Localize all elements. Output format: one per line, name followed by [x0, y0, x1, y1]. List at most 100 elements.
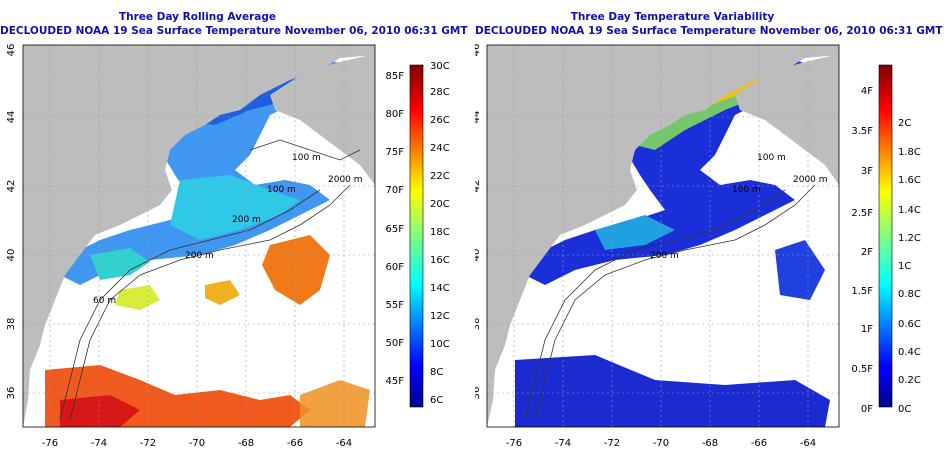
- sst-patch-south-hot: [60, 395, 140, 427]
- isobath-100m: [59, 189, 321, 421]
- isobath-200m: [534, 184, 816, 421]
- colorbar-c-label: 14C: [430, 283, 450, 294]
- colorbar-c-label: 0.6C: [898, 319, 921, 330]
- isobath-label: 2000 m: [328, 175, 363, 185]
- isobath-label: 100 m: [732, 185, 761, 195]
- y-tick: 46: [475, 44, 482, 57]
- isobath-label: 100 m: [292, 153, 321, 163]
- isobath-label: 100 m: [757, 153, 786, 163]
- y-tick: 46: [6, 44, 17, 57]
- map-subtitle: DECLOUDED NOAA 19 Sea Surface Temperatur…: [475, 25, 943, 37]
- sst-patch-mab: [90, 248, 150, 280]
- isobath-label: 100 m: [267, 185, 296, 195]
- map-frame: [22, 44, 376, 428]
- y-tick: 40: [475, 249, 482, 262]
- land-nova-scotia: [735, 55, 839, 185]
- colorbar-f-label: 1F: [861, 324, 873, 335]
- sst-patch-warm-eddy: [262, 235, 330, 305]
- colorbar-f-label: 0F: [861, 404, 873, 415]
- x-tick: -74: [555, 438, 571, 449]
- sst-variability-panel: Three Day Temperature Variability DECLOU…: [475, 0, 950, 475]
- colorbar-c-label: 1.6C: [898, 175, 921, 186]
- map-title: Three Day Temperature Variability: [570, 11, 775, 23]
- colorbar-f-label: 3F: [861, 166, 873, 177]
- land-mass: [23, 45, 375, 427]
- x-tick: -64: [336, 438, 352, 449]
- colorbar-c-label: 1.8C: [898, 147, 921, 158]
- colorbar-c-label: 30C: [430, 61, 450, 72]
- y-tick: 42: [475, 180, 482, 193]
- x-tick: -66: [287, 438, 303, 449]
- variability-patch-south: [515, 355, 830, 427]
- colorbar-c-label: 24C: [430, 143, 450, 154]
- isobath-label: 2000 m: [793, 175, 828, 185]
- colorbar-c-label: 0.2C: [898, 375, 921, 386]
- sst-variability-map: 100 m 2000 m 100 m 200 m -76 -74 -72 -70…: [475, 44, 921, 449]
- sst-patch-orange: [205, 280, 240, 305]
- colorbar-f-label: 75F: [386, 147, 405, 158]
- colorbar-c-label: 6C: [430, 395, 443, 406]
- isobath-gulf: [249, 139, 361, 161]
- colorbar-c-label: 0.4C: [898, 347, 921, 358]
- x-tick: -68: [238, 438, 254, 449]
- colorbar-c-label: 8C: [430, 367, 443, 378]
- x-tick: -72: [140, 438, 156, 449]
- land-mass: [487, 45, 839, 427]
- y-tick: 38: [475, 318, 482, 331]
- colorbar-c-label: 1.2C: [898, 233, 921, 244]
- x-tick: -70: [653, 438, 669, 449]
- colorbar-f-label: 2.5F: [851, 208, 873, 219]
- colorbar-f-label: 2F: [861, 247, 873, 258]
- isobath-label: 200 m: [650, 251, 679, 261]
- colorbar-c-label: 2C: [898, 118, 911, 129]
- colorbar-c-label: 0C: [898, 404, 911, 415]
- colorbar-f-label: 65F: [386, 224, 405, 235]
- x-tick: -76: [42, 438, 58, 449]
- isobath-label: 200 m: [232, 215, 261, 225]
- x-tick: -66: [751, 438, 767, 449]
- x-tick: -74: [91, 438, 107, 449]
- variability-patch-mid: [595, 215, 675, 250]
- map-title: Three Day Rolling Average: [118, 11, 277, 23]
- colorbar-c-label: 16C: [430, 255, 450, 266]
- y-tick: 36: [6, 387, 17, 400]
- sst-patch-south-east: [300, 380, 370, 427]
- colorbar-f-label: 50F: [386, 338, 405, 349]
- colorbar-f-label: 1.5F: [851, 286, 873, 297]
- colorbar-c-label: 12C: [430, 311, 450, 322]
- colorbar-c-label: 26C: [430, 115, 450, 126]
- y-tick: 44: [475, 111, 482, 124]
- colorbar-f-label: 60F: [386, 262, 405, 273]
- colorbar-f-label: 4F: [861, 86, 873, 97]
- colorbar-c-label: 0.8C: [898, 289, 921, 300]
- colorbar-c-label: 20C: [430, 199, 450, 210]
- land-nova-scotia: [270, 55, 375, 185]
- colorbar-f-label: 3.5F: [851, 126, 873, 137]
- x-tick: -64: [800, 438, 816, 449]
- isobath-200m: [69, 184, 351, 421]
- x-tick: -70: [189, 438, 205, 449]
- map-subtitle: DECLOUDED NOAA 19 Sea Surface Temperatur…: [0, 25, 468, 37]
- variability-patch-shelf: [525, 60, 810, 285]
- sst-patch-shelf: [60, 60, 345, 285]
- y-tick: 36: [475, 387, 482, 400]
- colorbar-c-label: 22C: [430, 171, 450, 182]
- colorbar-c-label: 10C: [430, 339, 450, 350]
- sst-patch-georges: [170, 175, 300, 240]
- colorbar-f-label: 55F: [386, 300, 405, 311]
- colorbar-c-label: 1C: [898, 261, 911, 272]
- y-tick: 40: [6, 249, 17, 262]
- colorbar-f-label: 80F: [386, 109, 405, 120]
- colorbar-f-label: 70F: [386, 185, 405, 196]
- colorbar-c-label: 1.4C: [898, 205, 921, 216]
- colorbar: [409, 64, 424, 408]
- sst-average-map: 100 m 2000 m 100 m 200 m 60 m 200 m -76 …: [6, 44, 450, 449]
- x-tick: -76: [506, 438, 522, 449]
- x-tick: -68: [702, 438, 718, 449]
- colorbar-f-label: 45F: [386, 376, 405, 387]
- isobath-label: 60 m: [93, 296, 116, 306]
- colorbar-f-label: 0.5F: [851, 364, 873, 375]
- y-tick: 38: [6, 318, 17, 331]
- colorbar-c-label: 18C: [430, 227, 450, 238]
- y-tick: 42: [6, 180, 17, 193]
